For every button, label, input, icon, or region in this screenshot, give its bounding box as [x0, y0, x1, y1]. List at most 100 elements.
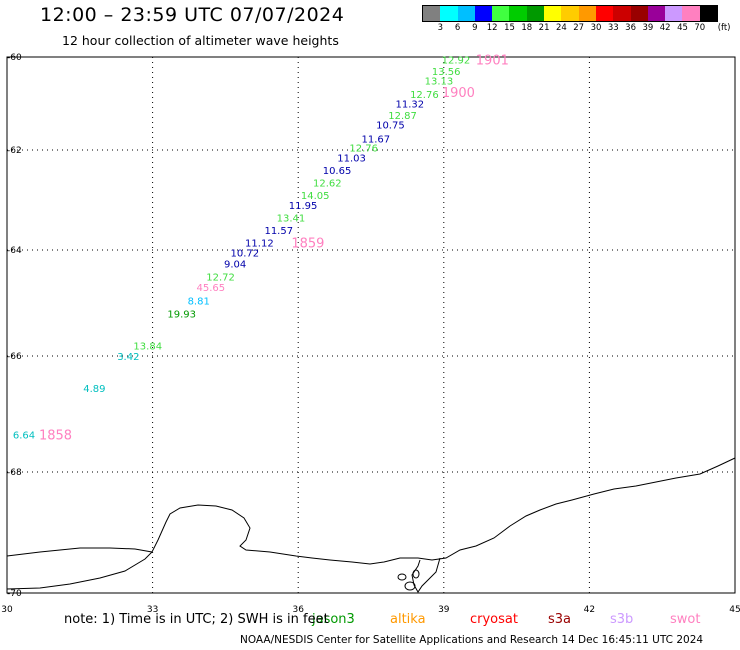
legend-color-bar	[422, 5, 719, 22]
legend-label: 24	[555, 23, 567, 33]
wave-height-value: 9.04	[224, 259, 246, 270]
wave-height-value: 13.13	[425, 76, 454, 87]
latitude-tick-label: -70	[7, 589, 22, 599]
wave-height-value: 11.12	[245, 239, 274, 250]
lake-outline	[397, 573, 407, 581]
legend-swatch	[595, 6, 614, 21]
wave-height-value: 10.72	[230, 249, 259, 260]
longitude-tick-label: 42	[584, 605, 595, 615]
footnote: note: 1) Time is in UTC; 2) SWH is in fe…	[64, 612, 329, 627]
wave-height-value: 10.65	[323, 166, 352, 177]
legend-swatch	[578, 6, 596, 21]
wave-height-value: 19.93	[167, 310, 196, 321]
wave-height-value: 11.03	[337, 154, 366, 165]
wave-height-value: 12.87	[388, 111, 417, 122]
axis-labels: 30 33 36 39 42 45 -60 -62 -64 -66 -68 -70	[1, 53, 740, 615]
legend-swatch	[457, 6, 475, 21]
legend-swatch	[647, 6, 666, 21]
satellite-label: jason3	[312, 612, 355, 627]
legend-label: 42	[659, 23, 671, 33]
pass-time-label: 1859	[291, 237, 324, 252]
pass-time-label: 1858	[39, 428, 72, 443]
legend-label: 9	[472, 23, 478, 33]
legend-label: 18	[521, 23, 533, 33]
longitude-tick-label: 45	[729, 605, 740, 615]
legend-swatch	[630, 6, 648, 21]
legend-swatch	[544, 6, 562, 21]
map-title: 12:00 – 23:59 UTC 07/07/2024	[40, 4, 345, 26]
wave-height-value: 11.95	[289, 201, 318, 212]
credit-line: NOAA/NESDIS Center for Satellite Applica…	[240, 634, 704, 646]
wave-height-value: 13.56	[432, 67, 461, 78]
longitude-tick-label: 30	[1, 605, 13, 615]
satellite-legend: jason3 altika cryosat s3a s3b swot	[0, 612, 740, 628]
satellite-label: s3b	[610, 612, 634, 627]
wave-height-value: 11.32	[396, 100, 425, 111]
wave-height-value: 12.76	[410, 90, 439, 101]
legend-swatch	[526, 6, 545, 21]
latitude-tick-label: -66	[7, 352, 22, 362]
satellite-label: cryosat	[470, 612, 518, 627]
pass-time-label: 1900	[442, 86, 475, 101]
legend-label: 45	[677, 23, 688, 33]
wave-height-value: 11.57	[264, 226, 293, 237]
lake-outline	[412, 569, 420, 579]
longitude-tick-label: 33	[147, 605, 158, 615]
satellite-label: s3a	[548, 612, 572, 627]
legend-label: 15	[504, 23, 515, 33]
wave-height-value: 13.41	[277, 214, 306, 225]
wave-height-value: 3.42	[117, 352, 139, 363]
wave-height-value: 45.65	[197, 283, 226, 294]
wave-height-value: 12.72	[206, 273, 235, 284]
latitude-tick-label: -60	[7, 53, 22, 63]
legend-labels: 3 6 9 12 15 18 21 24 27 30 33 36 39 42 45 70 (ft)	[422, 22, 731, 36]
lake-outline	[404, 581, 416, 591]
wave-height-value: 12.92	[442, 55, 471, 66]
legend-label: 6	[454, 23, 461, 33]
legend-label: 12	[486, 23, 498, 33]
wave-height-value: 11.67	[362, 134, 391, 145]
legend-label: 33	[607, 23, 619, 33]
coastal-lakes	[397, 569, 420, 591]
wave-height-value: 4.89	[83, 384, 105, 395]
longitude-tick-label: 39	[438, 605, 450, 615]
wave-height-value: 8.81	[188, 296, 210, 307]
legend-label: 21	[538, 23, 550, 33]
legend-swatch	[561, 6, 579, 21]
satellite-label: swot	[670, 612, 701, 627]
legend-swatch	[613, 6, 631, 21]
legend-label: 36	[625, 23, 637, 33]
legend-swatch	[509, 6, 527, 21]
wave-height-value: 6.64	[13, 430, 35, 441]
satellite-label: altika	[390, 612, 426, 627]
legend-label: 3	[437, 23, 444, 33]
wave-height-value: 12.62	[313, 179, 342, 190]
legend-label: 30	[590, 23, 602, 33]
antarctic-coastline	[6, 457, 736, 593]
legend-swatch	[682, 6, 700, 21]
legend-swatch	[492, 6, 510, 21]
map-frame	[6, 56, 736, 594]
wave-height-value: 10.75	[376, 120, 405, 131]
legend-label: 27	[573, 23, 585, 33]
latitude-tick-label: -62	[7, 146, 22, 156]
map-subtitle: 12 hour collection of altimeter wave hei…	[62, 33, 339, 48]
legend-swatch	[474, 6, 493, 21]
pass-time-labels: 1901 1900 1859 1858	[39, 53, 509, 443]
latitude-tick-label: -68	[7, 468, 22, 478]
legend-unit: (ft)	[717, 23, 731, 33]
legend-swatch	[665, 6, 683, 21]
latitude-tick-label: -64	[7, 246, 22, 256]
wave-height-value: 13.84	[133, 341, 162, 352]
legend-label: 70	[694, 23, 706, 33]
wave-height-labels: 12.9213.5613.1312.7611.3212.8710.7511.67…	[13, 55, 470, 441]
legend-label: 39	[642, 23, 654, 33]
longitude-tick-label: 36	[292, 605, 304, 615]
legend-swatch	[699, 6, 718, 21]
pass-time-label: 1901	[476, 53, 509, 68]
legend-swatch	[440, 6, 458, 21]
legend-swatch	[423, 6, 441, 21]
wave-height-value: 12.76	[349, 144, 378, 155]
wave-height-legend: 3 6 9 12 15 18 21 24 27 30 33 36 39 42 45 70 (ft)	[422, 5, 731, 36]
